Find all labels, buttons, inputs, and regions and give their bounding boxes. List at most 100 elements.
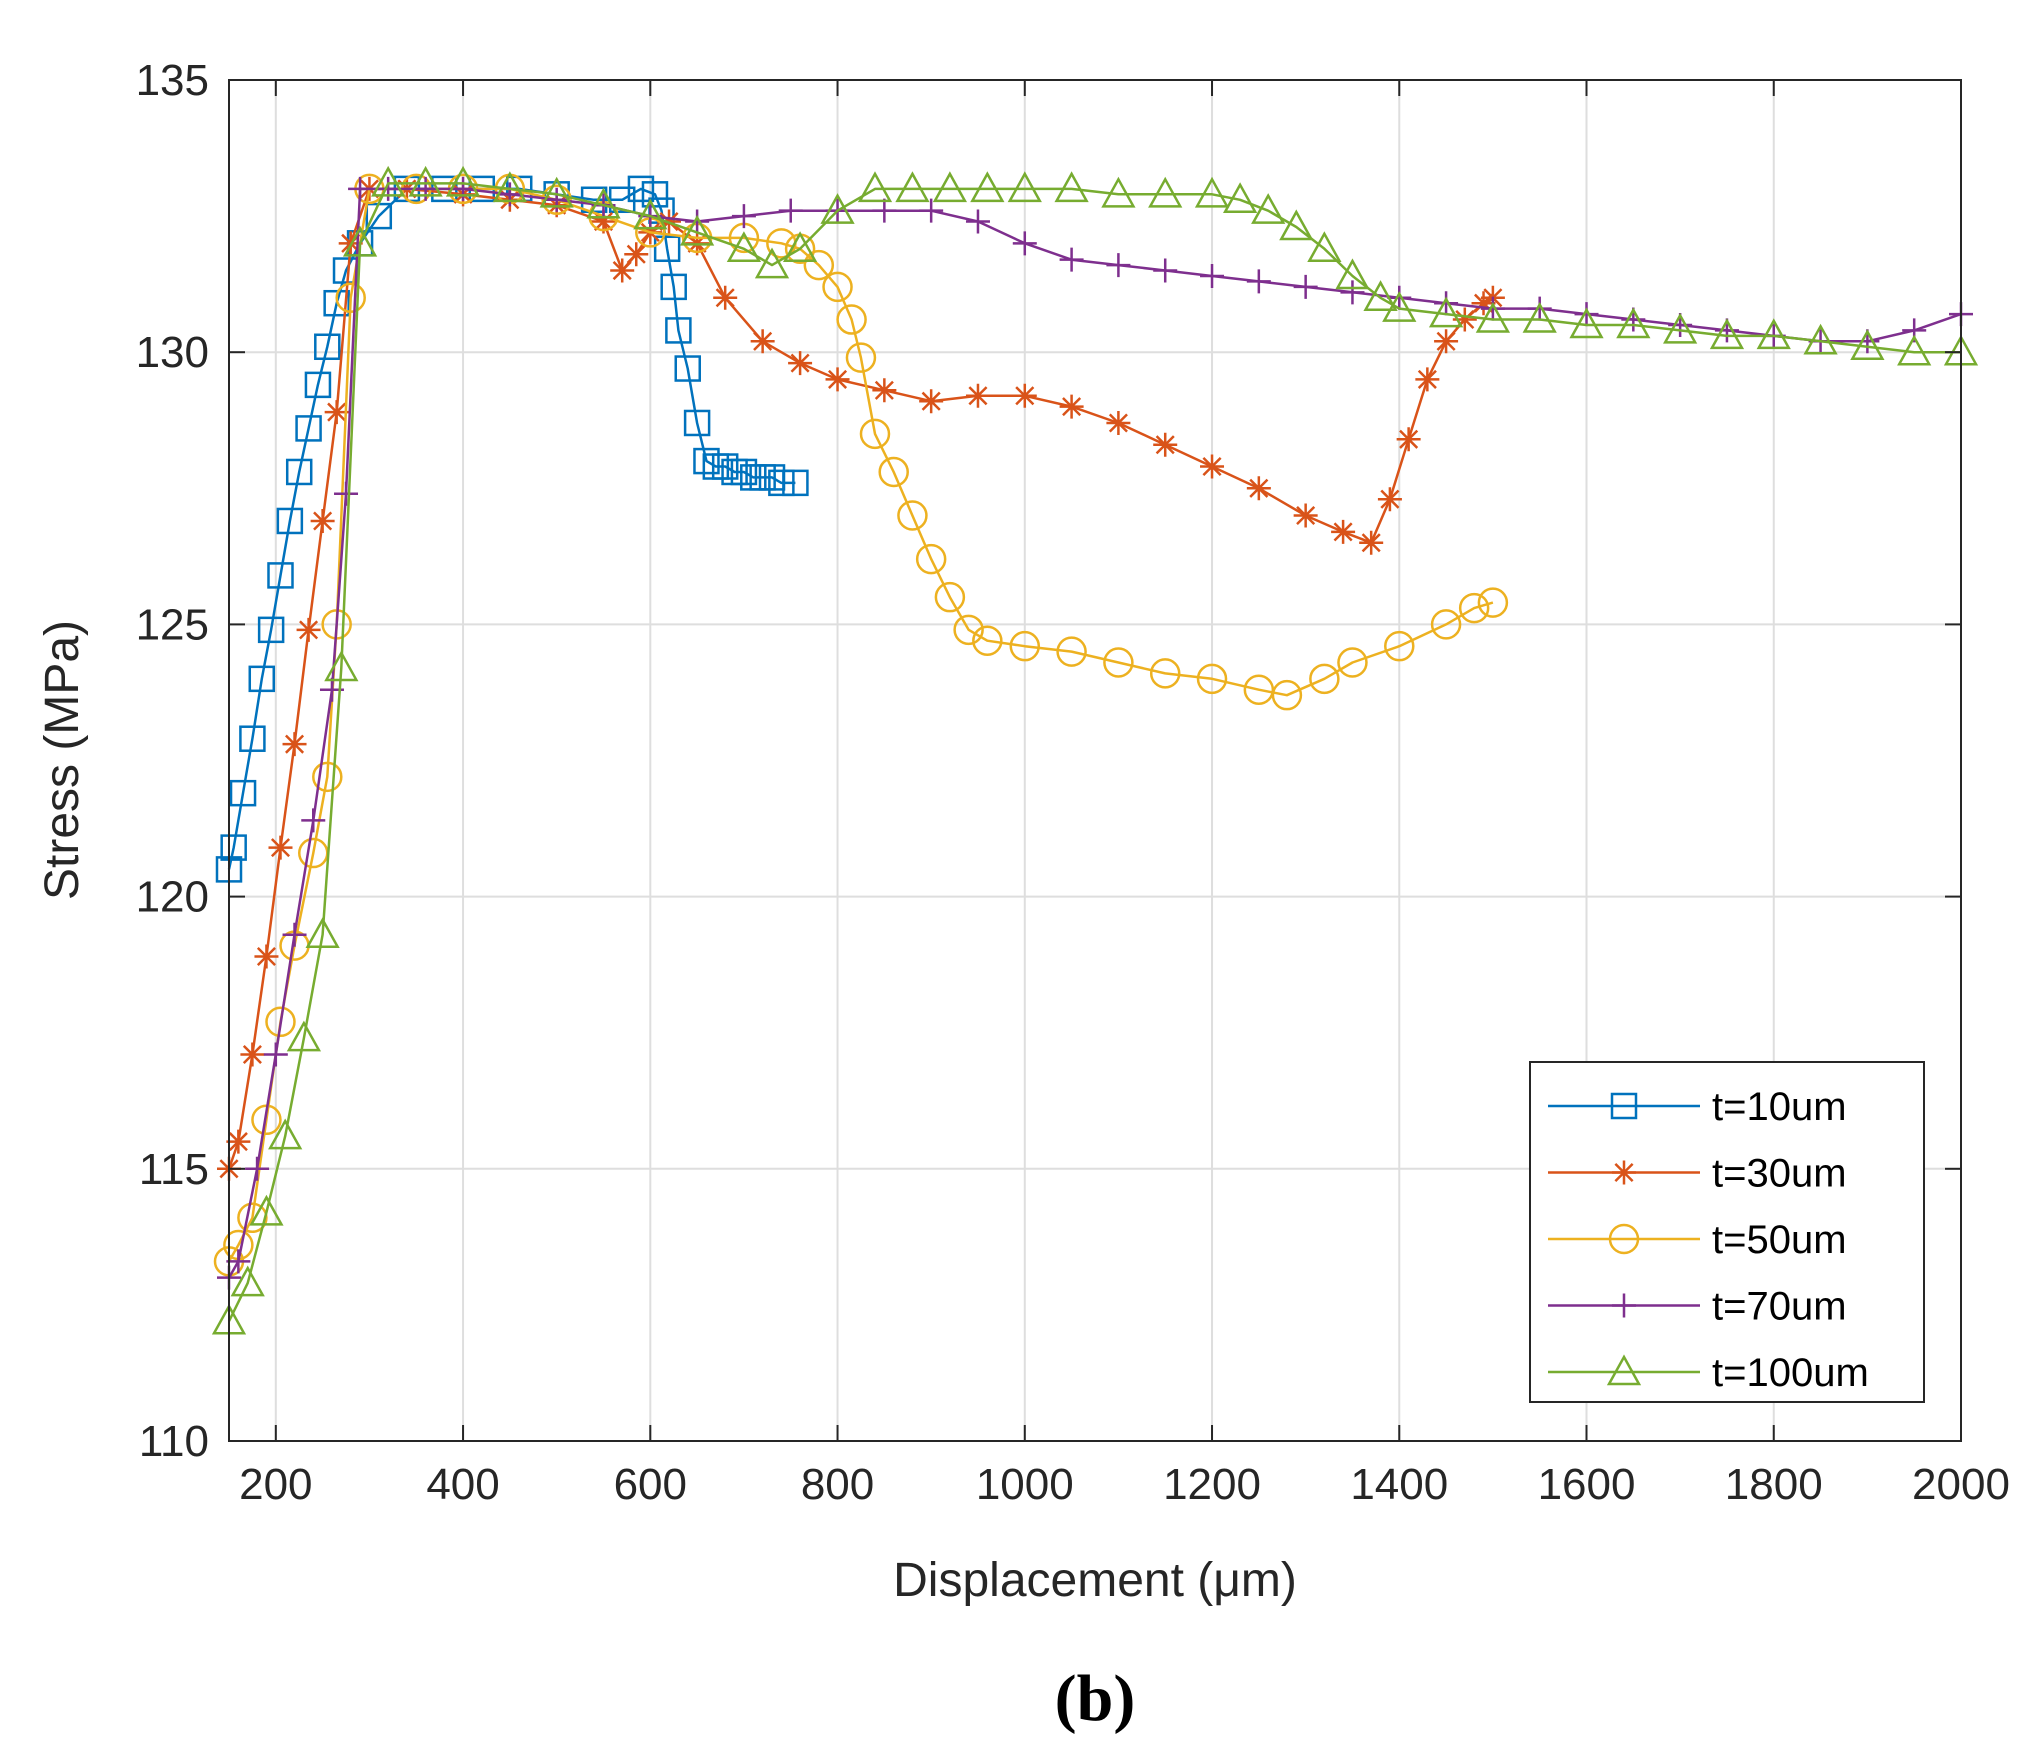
data-point [295,415,322,442]
data-point [229,779,257,807]
legend: t=10um t=30um t=50um t=70um t=100um [1529,1061,1925,1403]
x-tick-label: 2000 [1912,1460,2010,1509]
data-point [586,187,621,219]
data-point [348,176,373,201]
y-tick-label: 120 [136,873,209,922]
data-point [323,289,350,317]
data-point [230,1265,265,1297]
data-point [825,367,850,392]
data-point [1059,247,1084,272]
data-point [754,247,790,279]
data-point [544,187,569,212]
data-point [1054,171,1089,203]
data-point [1387,285,1412,310]
data-point [286,1020,322,1052]
data-point [803,249,835,281]
data-point [335,282,366,314]
data-point [660,273,687,301]
data-point [282,922,307,947]
legend-box [1529,1061,1925,1403]
data-point [857,171,893,203]
legend-entry: t=10um [1548,1085,1847,1129]
data-point [268,1118,303,1150]
data-point [919,198,944,223]
y-axis-label: Stress (MPa) [36,620,89,900]
data-point [683,409,711,437]
data-point [768,469,795,497]
legend-marker [1612,1160,1636,1185]
axes-frame [228,79,1962,1442]
data-point [312,761,343,793]
data-point [1897,334,1932,366]
data-point [1428,296,1464,328]
data-point [1153,258,1178,283]
data-point [1452,307,1477,332]
data-point [245,1156,270,1181]
data-point [1663,312,1698,344]
legend-label: t=70um [1712,1285,1847,1329]
data-point [1850,329,1885,361]
data-point [627,175,655,203]
data-point [1012,231,1037,256]
data-point [845,342,877,373]
data-point [1246,269,1271,294]
x-tick-label: 1200 [1163,1460,1261,1509]
data-point [1009,630,1041,662]
data-point [730,458,758,486]
data-point [836,304,867,335]
data-point [679,214,715,246]
data-point [822,271,853,303]
data-point [541,184,572,216]
data-point [413,176,438,201]
data-point [641,181,669,208]
series-layer [211,165,1979,1335]
legend-entry: t=70um [1548,1285,1847,1329]
data-point [1458,592,1490,624]
data-point [445,165,481,197]
data-point [1106,410,1131,435]
data-point [539,176,574,208]
legend-marker [1608,1223,1640,1255]
x-tick-label: 600 [614,1460,687,1509]
data-point [1527,296,1552,321]
data-point [713,285,738,310]
data-point [1331,519,1356,544]
data-point [1377,487,1402,512]
legend-label: t=10um [1712,1085,1847,1129]
data-point [1480,296,1505,321]
y-tick-label: 135 [136,56,209,105]
data-point [276,507,304,535]
x-axis-label: Displacement (μm) [893,1554,1297,1607]
data-point [653,235,681,263]
data-point [1415,367,1440,392]
data-point [731,204,756,229]
data-point [965,209,990,234]
x-tick-label: 1600 [1538,1460,1636,1509]
data-point [492,171,527,203]
data-point [1522,301,1557,333]
data-point [778,198,803,223]
data-point [282,732,307,757]
data-point [240,1042,265,1067]
data-point [1309,663,1340,695]
data-point [1363,280,1398,312]
data-point [334,481,359,506]
data-point [970,171,1005,203]
data-point [239,725,266,752]
data-point [1251,193,1286,224]
data-point [1293,503,1318,528]
data-point [1471,291,1496,316]
data-point [324,650,359,682]
data-point [932,171,968,203]
legend-entry: t=50um [1548,1218,1847,1262]
data-point [305,917,340,948]
data-point [674,355,701,382]
data-point [1359,530,1384,555]
data-point [782,231,818,263]
data-point [301,808,326,833]
y-tick-label: 115 [139,1145,209,1194]
data-point [610,258,635,283]
data-point [1196,663,1228,695]
data-point [220,834,247,861]
